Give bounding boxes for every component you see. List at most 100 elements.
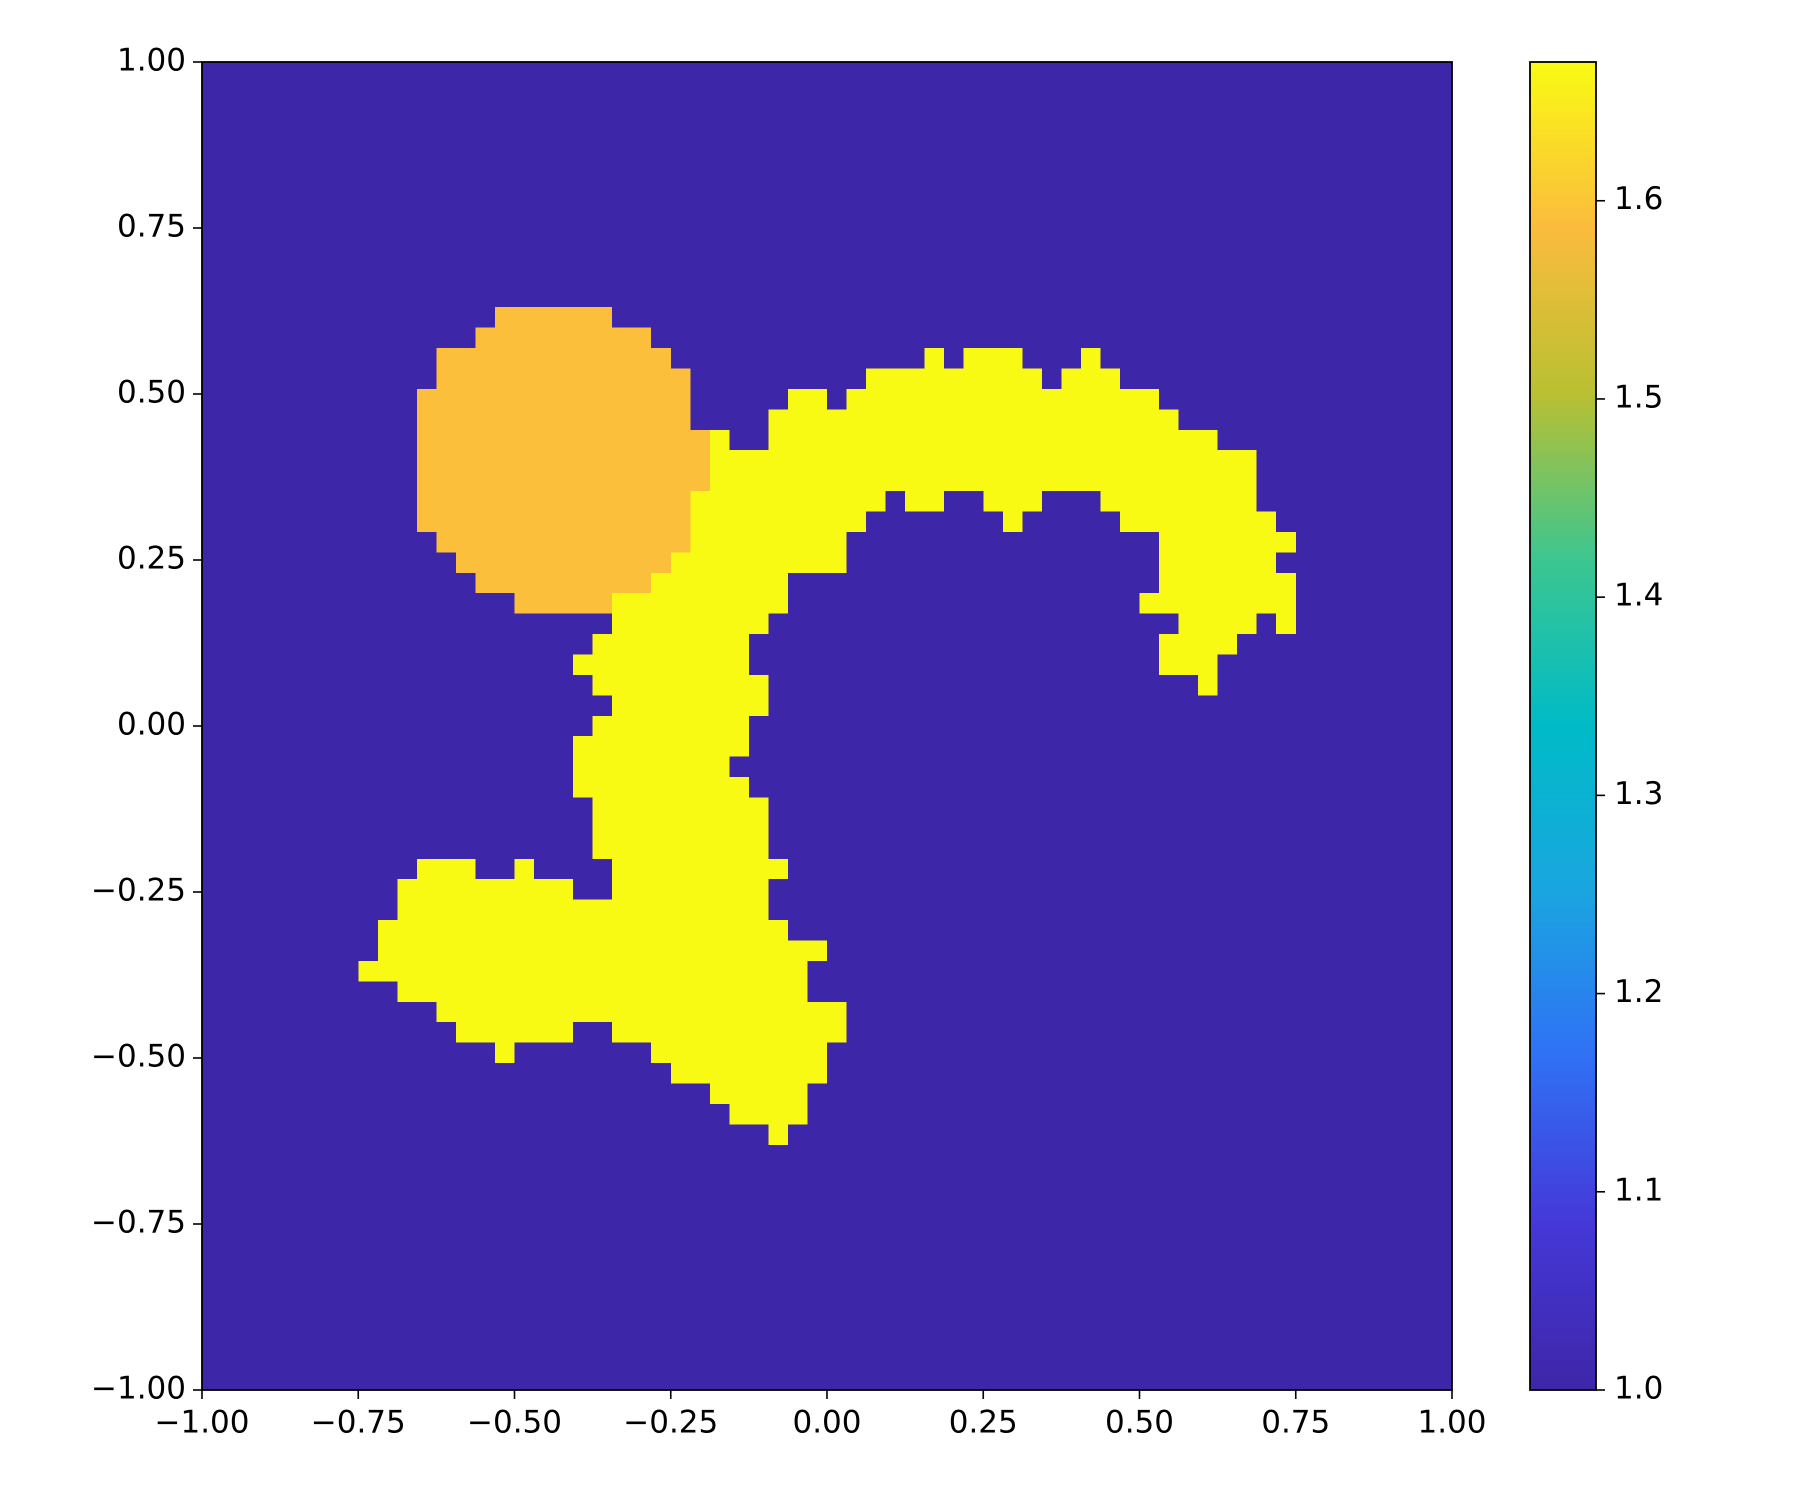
heatmap-cell	[319, 245, 340, 267]
heatmap-cell	[514, 695, 535, 717]
heatmap-cell	[670, 654, 691, 676]
heatmap-cell	[866, 879, 887, 901]
heatmap-cell	[573, 1185, 594, 1207]
heatmap-cell	[1061, 1022, 1082, 1044]
heatmap-cell	[436, 1226, 457, 1248]
heatmap-cell	[1412, 1144, 1434, 1166]
heatmap-cell	[944, 879, 965, 901]
heatmap-cell	[866, 838, 887, 860]
heatmap-cell	[377, 348, 398, 370]
heatmap-cell	[1295, 1328, 1316, 1350]
heatmap-cell	[1276, 695, 1297, 717]
heatmap-cell	[846, 1308, 867, 1330]
heatmap-cell	[241, 1246, 262, 1269]
heatmap-cell	[827, 838, 848, 860]
heatmap-cell	[690, 1308, 711, 1330]
heatmap-cell	[260, 817, 281, 839]
heatmap-cell	[885, 695, 906, 717]
heatmap-cell	[1080, 1226, 1102, 1248]
heatmap-cell	[827, 1103, 848, 1125]
heatmap-cell	[1198, 470, 1219, 492]
heatmap-cell	[534, 1185, 555, 1207]
heatmap-cell	[924, 123, 945, 145]
heatmap-cell	[319, 82, 340, 104]
heatmap-cell	[768, 511, 789, 533]
heatmap-cell	[1159, 164, 1180, 186]
heatmap-cell	[729, 307, 750, 329]
heatmap-cell	[416, 1267, 437, 1289]
heatmap-cell	[338, 634, 359, 656]
heatmap-cell	[846, 184, 867, 206]
heatmap-cell	[416, 102, 437, 124]
heatmap-cell	[690, 838, 711, 860]
heatmap-cell	[866, 1349, 887, 1371]
heatmap-cell	[416, 1226, 437, 1248]
heatmap-cell	[1315, 674, 1336, 696]
heatmap-cell	[690, 858, 711, 880]
heatmap-cell	[1061, 327, 1082, 349]
heatmap-cell	[1315, 1308, 1336, 1330]
heatmap-cell	[1002, 1103, 1023, 1125]
heatmap-cell	[1256, 817, 1277, 839]
heatmap-cell	[1237, 450, 1258, 472]
heatmap-cell	[573, 817, 594, 839]
heatmap-cell	[748, 1124, 770, 1146]
heatmap-cell	[1100, 817, 1121, 839]
heatmap-cell	[494, 858, 516, 880]
heatmap-cell	[709, 450, 730, 472]
heatmap-cell	[377, 531, 398, 553]
heatmap-cell	[241, 1328, 262, 1350]
heatmap-cell	[260, 858, 281, 880]
heatmap-cell	[397, 940, 418, 962]
heatmap-cell	[1256, 1083, 1277, 1105]
heatmap-cell	[280, 205, 301, 227]
heatmap-cell	[1100, 838, 1121, 860]
heatmap-cell	[573, 1206, 594, 1228]
heatmap-cell	[1178, 348, 1199, 370]
heatmap-cell	[963, 1144, 984, 1166]
heatmap-cell	[846, 1083, 867, 1105]
heatmap-cell	[709, 634, 730, 656]
heatmap-cell	[1119, 634, 1141, 656]
heatmap-cell	[475, 1185, 496, 1207]
heatmap-cell	[807, 797, 828, 819]
heatmap-cell	[319, 756, 340, 778]
heatmap-cell	[1276, 205, 1297, 227]
heatmap-cell	[1139, 654, 1160, 676]
heatmap-cell	[963, 1369, 984, 1391]
heatmap-cell	[1041, 307, 1062, 329]
heatmap-cell	[612, 123, 633, 145]
heatmap-cell	[768, 409, 789, 431]
heatmap-cell	[963, 981, 984, 1003]
heatmap-cell	[1198, 674, 1219, 696]
heatmap-cell	[1041, 1063, 1062, 1085]
heatmap-cell	[1295, 327, 1316, 349]
heatmap-cell	[1315, 1185, 1336, 1207]
heatmap-cell	[729, 1349, 750, 1371]
heatmap-cell	[397, 266, 418, 288]
heatmap-cell	[905, 572, 926, 594]
heatmap-cell	[1315, 1349, 1336, 1371]
heatmap-cell	[455, 715, 477, 737]
heatmap-cell	[787, 899, 809, 921]
heatmap-cell	[651, 981, 672, 1003]
heatmap-cell	[514, 470, 535, 492]
heatmap-cell	[436, 817, 457, 839]
heatmap-cell	[1119, 1226, 1141, 1248]
heatmap-cell	[983, 205, 1004, 227]
heatmap-cell	[1002, 858, 1023, 880]
heatmap-cell	[1393, 491, 1414, 513]
heatmap-cell	[690, 511, 711, 533]
heatmap-cell	[358, 899, 379, 921]
heatmap-cell	[260, 245, 281, 267]
heatmap-cell	[787, 102, 809, 124]
heatmap-cell	[729, 674, 750, 696]
heatmap-cell	[631, 205, 652, 227]
heatmap-cell	[553, 695, 574, 717]
heatmap-cell	[905, 1226, 926, 1248]
heatmap-cell	[358, 225, 379, 247]
heatmap-cell	[1276, 1001, 1297, 1023]
heatmap-cell	[455, 62, 477, 84]
heatmap-cell	[514, 654, 535, 676]
heatmap-cell	[1061, 797, 1082, 819]
